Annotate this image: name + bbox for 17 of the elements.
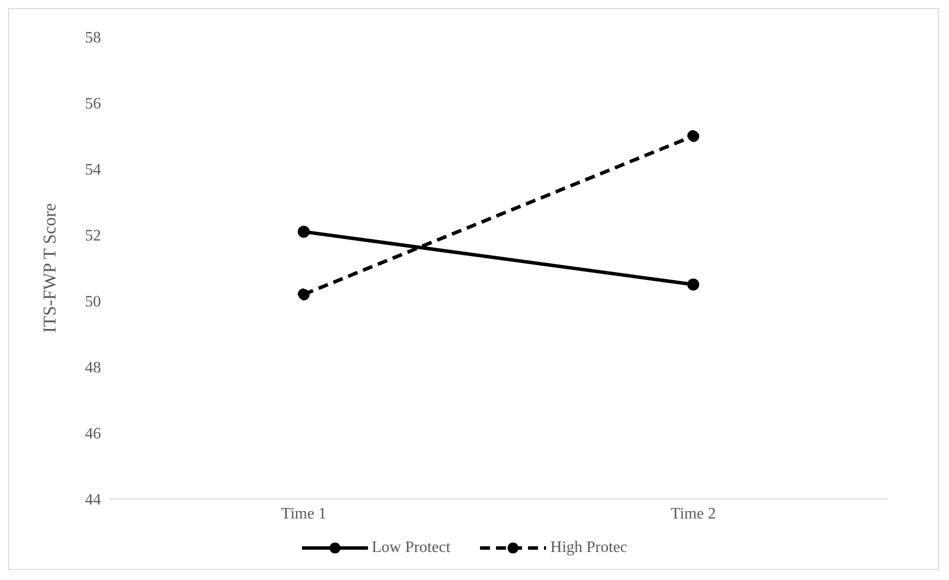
y-tick-label: 58: [85, 30, 101, 47]
x-tick-label: Time 1: [281, 505, 326, 522]
legend-label: High Protec: [550, 539, 628, 557]
x-tick-label: Time 2: [670, 505, 716, 522]
legend-label: Low Protect: [372, 539, 450, 557]
y-tick-label: 50: [85, 294, 101, 311]
y-tick-label: 44: [85, 492, 101, 509]
y-tick-label: 52: [85, 228, 101, 245]
y-tick-label: 54: [85, 162, 101, 179]
y-axis-title: ITS-FWP T Score: [39, 203, 60, 333]
point: [687, 278, 700, 290]
point: [298, 288, 310, 300]
y-tick-label: 56: [85, 96, 101, 113]
y-tick-label: 48: [85, 360, 101, 377]
y-tick-label: 46: [85, 426, 101, 443]
point: [298, 226, 310, 238]
point: [687, 130, 700, 142]
